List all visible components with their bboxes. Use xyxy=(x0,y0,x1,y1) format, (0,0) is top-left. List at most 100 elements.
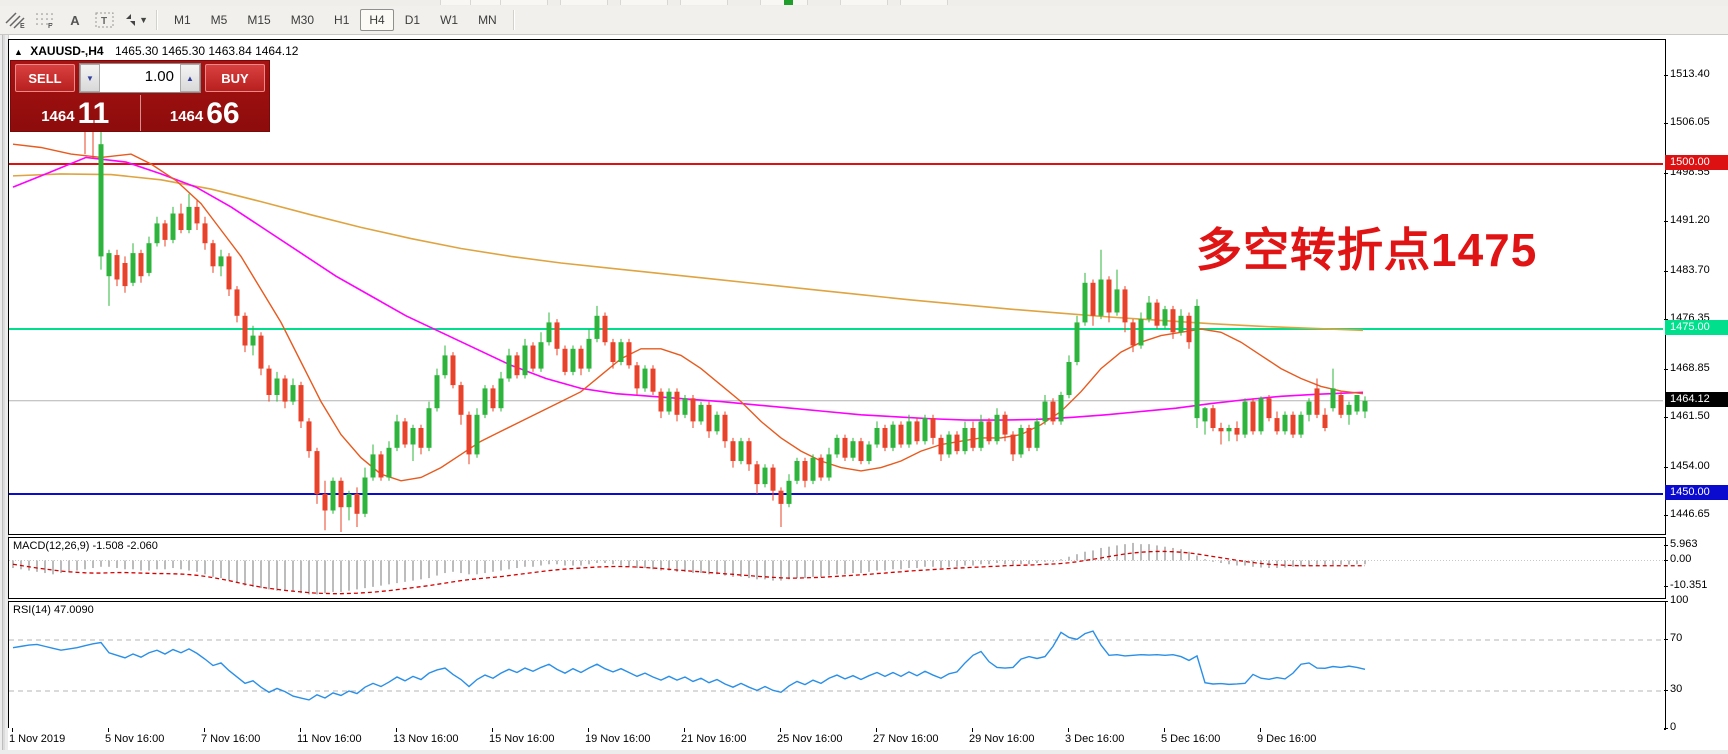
candle-body xyxy=(770,467,776,491)
price-tick-1483.70: 1483.70 xyxy=(1670,263,1710,276)
time-label: 13 Nov 16:00 xyxy=(393,733,459,745)
equidistant-channel-icon[interactable]: E xyxy=(2,9,28,31)
sell-button[interactable]: SELL xyxy=(15,64,75,92)
candle-body xyxy=(810,457,816,481)
one-click-trading-panel: SELL ▼ 1.00 ▲ BUY 1464 11 1464 66 xyxy=(10,60,270,132)
candle-body xyxy=(410,428,416,445)
timeframe-button-h1[interactable]: H1 xyxy=(334,13,350,27)
candle-body xyxy=(938,437,944,455)
candle-body xyxy=(194,206,200,224)
chart-annotation-text[interactable]: 多空转折点1475 xyxy=(1196,224,1538,276)
candle-body xyxy=(1010,434,1016,455)
sell-price[interactable]: 1464 11 xyxy=(11,95,141,131)
candle-body xyxy=(1162,309,1168,326)
candle-body xyxy=(986,421,992,442)
candle-body xyxy=(626,342,632,366)
time-axis[interactable]: 1 Nov 2019 5 Nov 16:00 7 Nov 16:00 11 Nov 1… xyxy=(8,728,1664,750)
candle-body xyxy=(154,223,160,244)
candle-body xyxy=(658,391,664,412)
candle-body xyxy=(490,388,496,409)
candle-body xyxy=(482,388,488,415)
candle-body xyxy=(122,263,128,287)
chart-toolbar: E F A T ▼ M1 M5 M15 M30 H1 H4 D1 W1 MN xyxy=(0,6,1728,35)
candle-body xyxy=(594,315,600,339)
candle-body xyxy=(290,385,296,402)
candle-body xyxy=(370,454,376,478)
candle-body xyxy=(170,213,176,240)
timeframe-button-m1[interactable]: M1 xyxy=(174,13,191,27)
buy-price[interactable]: 1464 66 xyxy=(141,95,270,131)
ma-slow-orange xyxy=(12,173,1364,332)
arrows-tool-icon[interactable]: ▼ xyxy=(122,9,148,31)
time-label: 5 Dec 16:00 xyxy=(1161,733,1221,745)
timeframe-button-h4[interactable]: H4 xyxy=(360,9,394,31)
candle-body xyxy=(306,421,312,452)
text-label-icon[interactable]: A xyxy=(70,12,80,28)
timeframe-button-d1[interactable]: D1 xyxy=(404,13,421,27)
candle-body xyxy=(426,408,432,448)
candle-body xyxy=(962,428,968,452)
candle-body xyxy=(842,437,848,458)
candle-body xyxy=(418,428,424,448)
price-tick-1468.85: 1468.85 xyxy=(1670,361,1710,374)
candle-body xyxy=(898,424,904,445)
time-label: 29 Nov 16:00 xyxy=(969,733,1035,745)
green-indicator-sliver xyxy=(784,0,793,5)
candle-body xyxy=(1002,414,1008,435)
candle-body xyxy=(274,378,280,395)
grid-f-icon[interactable]: F xyxy=(32,9,58,31)
candle-body xyxy=(802,461,808,481)
svg-text:F: F xyxy=(48,23,53,29)
candle-body xyxy=(874,428,880,445)
candle-body xyxy=(1290,414,1296,435)
sell-price-main: 1464 xyxy=(41,108,75,125)
candle-body xyxy=(106,253,112,277)
candle-body xyxy=(698,404,704,422)
candle-body xyxy=(394,421,400,448)
rsi-scale-30: 30 xyxy=(1670,683,1683,695)
candle-body xyxy=(1354,395,1360,412)
timeframe-button-m15[interactable]: M15 xyxy=(247,13,271,27)
dropdown-caret-icon[interactable]: ▼ xyxy=(139,15,148,25)
candle-body xyxy=(338,480,344,508)
timeframe-button-mn[interactable]: MN xyxy=(478,13,497,27)
candle-body xyxy=(1202,408,1208,422)
candle-body xyxy=(1154,302,1160,326)
volume-increase-button[interactable]: ▲ xyxy=(180,64,200,92)
candle-body xyxy=(858,441,864,461)
candle-body xyxy=(978,421,984,448)
volume-decrease-button[interactable]: ▼ xyxy=(80,64,100,92)
svg-text:E: E xyxy=(20,23,25,29)
buy-button[interactable]: BUY xyxy=(205,64,265,92)
text-box-icon[interactable]: T xyxy=(92,9,118,31)
candle-body xyxy=(746,441,752,465)
candle-body xyxy=(322,494,328,511)
price-badge-1500.00: 1500.00 xyxy=(1665,155,1728,170)
collapse-arrow-icon[interactable]: ▲ xyxy=(14,47,23,57)
candle-body xyxy=(242,315,248,346)
candle-body xyxy=(674,391,680,415)
candle-body xyxy=(1186,315,1192,343)
price-tick-1491.20: 1491.20 xyxy=(1670,214,1710,227)
volume-input[interactable]: 1.00 xyxy=(144,68,174,85)
candle-body xyxy=(538,342,544,369)
time-label: 3 Dec 16:00 xyxy=(1065,733,1125,745)
timeframe-button-w1[interactable]: W1 xyxy=(440,13,459,27)
timeframe-button-m5[interactable]: M5 xyxy=(210,13,228,27)
candle-body xyxy=(1266,398,1272,419)
candle-body xyxy=(298,385,304,422)
main-chart-panel[interactable] xyxy=(8,39,1666,535)
rsi-panel[interactable]: RSI(14) 47.0090 xyxy=(8,601,1666,730)
macd-scale--10.351: -10.351 xyxy=(1670,578,1708,591)
candle-body xyxy=(330,480,336,511)
candle-body xyxy=(546,322,552,343)
timeframe-button-m30[interactable]: M30 xyxy=(290,13,315,27)
buy-price-main: 1464 xyxy=(169,108,204,125)
candle-body xyxy=(1026,428,1032,448)
macd-panel[interactable]: MACD(12,26,9) -1.508 -2.060 xyxy=(8,537,1666,599)
candle-body xyxy=(994,414,1000,442)
candle-body xyxy=(450,355,456,386)
ma-fast-red xyxy=(12,143,1364,482)
candle-body xyxy=(946,434,952,455)
candle-body xyxy=(906,421,912,445)
